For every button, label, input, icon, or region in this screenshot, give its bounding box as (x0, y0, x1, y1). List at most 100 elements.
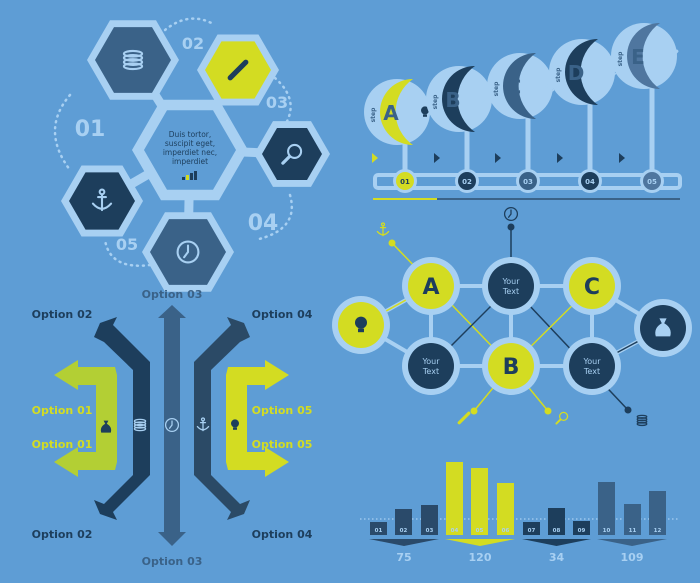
bar-02 (395, 509, 412, 535)
clock-icon (164, 417, 180, 433)
pill (643, 172, 661, 190)
money-bag-icon (100, 420, 112, 433)
bar-label: 05 (476, 528, 484, 534)
arrow-option-04 (194, 317, 250, 520)
bar-03 (421, 505, 438, 535)
bar-07 (523, 522, 540, 535)
step-number: 04 (248, 211, 279, 236)
group-total: 34 (549, 551, 565, 564)
step-crescent (627, 23, 660, 89)
magnifier-icon (555, 411, 569, 425)
bar-label: 09 (578, 528, 586, 534)
network-node[interactable]: A (402, 257, 460, 315)
bar-06 (497, 483, 514, 535)
option-label[interactable]: Option 05 (252, 404, 313, 417)
step-word: step (617, 51, 624, 67)
step-word: step (432, 94, 439, 110)
step-crescent (503, 53, 536, 119)
group-total: 120 (469, 551, 492, 564)
lightbulb-icon (421, 106, 429, 117)
option-label[interactable]: Option 04 (252, 528, 313, 541)
step-number: 05 (647, 178, 657, 186)
play-marker (495, 153, 501, 163)
step-crescent (442, 66, 475, 132)
pill (396, 172, 414, 190)
option-label[interactable]: Option 02 (32, 308, 93, 321)
step-crescent (380, 79, 413, 145)
dotted-arrow (103, 238, 152, 267)
pill (519, 172, 537, 190)
option-label[interactable]: Option 02 (32, 528, 93, 541)
node-letter: A (422, 275, 439, 300)
play-marker (557, 153, 563, 163)
step-disc (487, 53, 553, 119)
bar-10 (598, 482, 615, 535)
option-label[interactable]: Option 01 (32, 404, 93, 417)
play-marker (434, 153, 440, 163)
lightbulb-icon (231, 419, 239, 430)
group-total: 109 (621, 551, 644, 564)
network-node[interactable]: C (563, 257, 621, 315)
step-disc (549, 39, 615, 105)
group-chevron (522, 539, 591, 546)
pencil-icon (457, 411, 471, 425)
network-node[interactable] (332, 296, 390, 354)
step-disc (426, 66, 492, 132)
step-number: 02 (462, 178, 472, 186)
bar-label: 11 (629, 528, 637, 534)
pencil-icon (227, 59, 249, 81)
network-node[interactable]: Your Text (402, 337, 460, 395)
step-letter: C (507, 75, 522, 99)
step-word: step (370, 107, 377, 123)
bar-label: 02 (400, 528, 408, 534)
bar-label: 01 (375, 528, 383, 534)
step-number: 01 (75, 117, 106, 142)
node-text: Your Text (582, 357, 601, 376)
step-number: 03 (266, 93, 288, 112)
step-disc (364, 79, 430, 145)
option-label[interactable]: Option 03 (142, 555, 203, 568)
bar-chart: 01 02 03 04 05 06 07 08 09 10 11 12 75 120 34 109 (360, 462, 678, 564)
center-hex-inner (144, 110, 236, 190)
dotted-arrow (253, 193, 293, 242)
step-word: step (493, 81, 500, 97)
option-label[interactable]: Option 05 (252, 438, 313, 451)
node-network: A Your Text C Your Text B Your Text (332, 206, 692, 427)
option-label[interactable]: Option 01 (32, 438, 93, 451)
network-node[interactable] (634, 299, 692, 357)
coins-icon (636, 414, 648, 427)
node-text: Your Text (501, 277, 520, 296)
hex-cycle-diagram: Duis tortor,suscipit eget,imperdiet nec,… (53, 17, 330, 292)
network-node[interactable]: B (482, 337, 540, 395)
step-letter: E (631, 45, 645, 69)
bar-09 (573, 521, 590, 535)
step-number: 04 (585, 178, 595, 186)
clock-icon (503, 206, 519, 222)
anchor-icon (91, 188, 113, 212)
play-marker (619, 153, 625, 163)
bar-11 (624, 504, 641, 535)
anchor-icon (603, 64, 617, 79)
network-node[interactable]: Your Text (563, 337, 621, 395)
center-text: imperdiet (172, 157, 208, 166)
network-node[interactable]: Your Text (482, 257, 540, 315)
pin-dot (544, 407, 552, 415)
dotted-arrow (273, 76, 292, 127)
node-text: Your Text (421, 357, 440, 376)
bar-08 (548, 508, 565, 535)
center-text: imperdiet nec, (163, 148, 217, 157)
anchor-icon (196, 417, 210, 432)
option-label[interactable]: Option 03 (142, 288, 203, 301)
node-letter: B (503, 355, 520, 380)
pill (458, 172, 476, 190)
option-label[interactable]: Option 04 (252, 308, 313, 321)
bar-label: 12 (654, 528, 662, 534)
group-chevron (445, 539, 515, 546)
pin-dot (470, 407, 478, 415)
